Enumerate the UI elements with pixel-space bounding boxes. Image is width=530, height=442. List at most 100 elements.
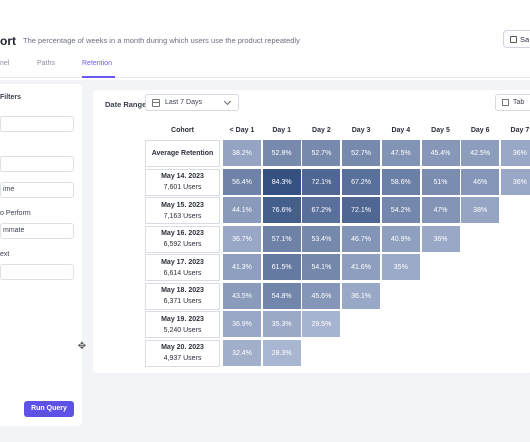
run-query-button[interactable]: Run Query [24, 401, 74, 417]
move-handle-icon[interactable]: ✥ [77, 341, 87, 352]
date-range-label: Date Range [105, 100, 147, 109]
filters-title: Filters [0, 94, 22, 101]
retention-cell: 67.2% [302, 197, 342, 224]
cohort-users: 5,240 Users [163, 326, 202, 334]
retention-cell: 36% [500, 140, 530, 167]
retention-cell: 84.3% [262, 168, 302, 196]
retention-cell: 76.6% [262, 197, 302, 224]
retention-cell: 61.5% [262, 254, 302, 281]
cohort-users: 6,371 Users [163, 298, 202, 305]
retention-cell: 38.2% [223, 140, 262, 167]
retention-cell: 46% [461, 168, 501, 196]
cohort-date: Average Retention [151, 150, 214, 157]
retention-cell: 67.2% [342, 168, 382, 196]
calendar-icon [152, 98, 160, 107]
perform-label: o Perform [0, 210, 31, 217]
next-field[interactable] [0, 264, 74, 280]
column-header: < Day 1 [229, 127, 255, 134]
retention-cell: 35.3% [262, 311, 302, 338]
cohort-date: May 16. 2023 [161, 230, 204, 237]
retention-cell: 46.7% [342, 225, 382, 253]
retention-cell: 36.9% [223, 311, 262, 338]
save-button-label: Sa [520, 34, 530, 44]
retention-cell: 72.1% [302, 168, 342, 196]
page-title: ort [0, 34, 16, 48]
filter-input-2[interactable] [0, 156, 74, 172]
column-header: Day 5 [431, 127, 450, 134]
retention-cell: 47% [421, 197, 461, 224]
filters-panel: Filters ime o Perform mmate ext Run Quer… [0, 84, 86, 426]
cohort-users: 4,937 Users [163, 355, 202, 362]
retention-cell: 36% [500, 168, 530, 196]
retention-cell: 36.1% [342, 282, 382, 310]
column-header: Day 6 [470, 127, 490, 134]
cohort-label: May 15. 2023 7,163 Users [145, 197, 220, 224]
retention-cell: 43.5% [223, 282, 262, 310]
tab-retention[interactable]: Retention [82, 60, 112, 67]
tab-bar: nel Paths Retention [0, 56, 530, 78]
retention-cell: 32.4% [223, 339, 262, 367]
retention-cell: 57.1% [262, 225, 302, 253]
retention-cell: 45.4% [421, 140, 461, 167]
retention-cell: 54.1% [302, 254, 342, 281]
cohort-date: May 14. 2023 [161, 173, 204, 180]
retention-cell: 54.2% [381, 197, 421, 224]
retention-cell: 52.7% [342, 140, 382, 167]
time-field[interactable]: ime [0, 182, 74, 198]
column-header: Day 3 [351, 127, 371, 134]
column-header: Day 4 [391, 127, 411, 134]
page-subtitle: The percentage of weeks in a month durin… [23, 36, 300, 45]
retention-cell: 51% [421, 168, 461, 196]
cohort-users: 7,163 Users [163, 212, 202, 220]
results-panel: Date Range Last 7 Days Tab Cohort < Day 1… [93, 90, 530, 373]
cohort-label: May 20. 2023 4,937 Users [145, 339, 220, 367]
cohort-date: May 15. 2023 [161, 201, 204, 209]
save-icon [510, 35, 517, 43]
retention-cell: 45.6% [302, 282, 342, 310]
column-header: Cohort [171, 127, 194, 134]
retention-cell: 58.6% [381, 168, 421, 196]
cohort-users: 6,614 Users [163, 269, 202, 277]
view-toggle-button[interactable]: Tab [495, 94, 530, 111]
retention-cell: 41.6% [342, 254, 382, 281]
average-retention-label: Average Retention [145, 140, 220, 167]
perform-field[interactable]: mmate [0, 223, 74, 239]
retention-cell: 54.8% [262, 282, 302, 310]
cohort-date: May 17. 2023 [161, 258, 204, 266]
retention-cell: 35% [381, 254, 421, 281]
retention-cell: 41.3% [223, 254, 262, 281]
retention-cell: 36.7% [223, 225, 262, 253]
filter-input-1[interactable] [0, 116, 74, 132]
column-header: Day 7 [510, 127, 530, 134]
column-header: Day 2 [312, 127, 331, 134]
cohort-date: May 20. 2023 [161, 344, 204, 351]
save-button[interactable]: Sa [503, 30, 530, 48]
cohort-date: May 18. 2023 [161, 287, 204, 294]
active-tab-indicator [82, 76, 115, 78]
cohort-label: May 16. 2023 6,592 Users [145, 225, 220, 253]
retention-cell: 53.4% [302, 225, 342, 253]
retention-cell: 38% [461, 197, 501, 224]
retention-cell: 52.7% [302, 140, 342, 167]
cohort-users: 6,592 Users [163, 241, 202, 248]
column-header: Day 1 [272, 127, 292, 134]
cohort-date: May 19. 2023 [161, 315, 204, 323]
date-range-value: Last 7 Days [165, 99, 202, 106]
cohort-label: May 17. 2023 6,614 Users [145, 254, 220, 281]
retention-cell: 44.1% [223, 197, 262, 224]
next-label: ext [0, 251, 10, 258]
date-range-select[interactable]: Last 7 Days [145, 94, 239, 111]
cohort-label: May 19. 2023 5,240 Users [145, 311, 220, 338]
tab-funnel[interactable]: nel [0, 60, 10, 67]
retention-cell: 36% [421, 225, 461, 253]
tab-paths[interactable]: Paths [37, 60, 55, 67]
view-toggle-label: Tab [513, 99, 525, 106]
cohort-label: May 14. 2023 7,601 Users [145, 168, 220, 196]
retention-cell: 28.3% [262, 339, 302, 367]
header: ort The percentage of weeks in a month d… [0, 0, 530, 80]
cohort-users: 7,601 Users [163, 184, 202, 191]
chevron-down-icon [223, 97, 232, 106]
retention-cell: 52.8% [262, 140, 302, 167]
retention-cell: 47.5% [381, 140, 421, 167]
table-icon [502, 99, 509, 106]
